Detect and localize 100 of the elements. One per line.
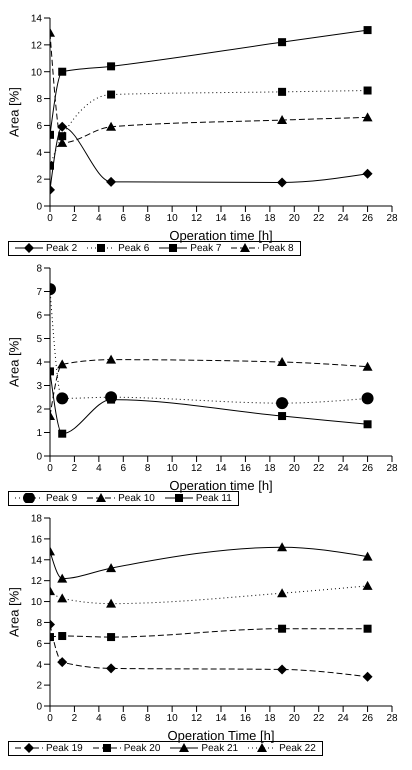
- x-tick-label: 24: [338, 713, 350, 724]
- x-tick-label: 18: [264, 713, 276, 724]
- x-tick-label: 10: [166, 213, 178, 224]
- point: [277, 664, 288, 674]
- x-tick-label: 18: [264, 213, 276, 224]
- point: [277, 357, 288, 366]
- x-tick-label: 0: [47, 213, 54, 224]
- y-tick-label: 18: [30, 514, 42, 525]
- x-tick-label: 2: [72, 463, 78, 474]
- y-tick-label: 16: [30, 534, 42, 546]
- legend-label: Peak 7: [190, 242, 222, 254]
- point: [278, 412, 286, 420]
- x-tick-label: 0: [47, 463, 54, 474]
- point: [362, 672, 373, 682]
- x-tick-label: 16: [240, 463, 252, 474]
- legend-label: Peak 21: [201, 742, 238, 754]
- x-tick-label: 0: [47, 713, 54, 724]
- point: [106, 176, 116, 187]
- x-tick-label: 14: [215, 713, 227, 724]
- point: [56, 392, 68, 404]
- y-tick-label: 12: [30, 576, 42, 588]
- x-tick-label: 14: [215, 463, 227, 474]
- point: [107, 633, 116, 642]
- point: [362, 392, 374, 404]
- y-tick-label: 8: [36, 264, 42, 275]
- x-tick-label: 20: [288, 463, 300, 474]
- point: [57, 122, 68, 132]
- x-tick-label: 28: [386, 463, 398, 474]
- point: [277, 115, 288, 124]
- y-tick-label: 6: [36, 120, 42, 132]
- y-tick-label: 2: [36, 174, 42, 186]
- point: [362, 552, 373, 561]
- y-tick-label: 3: [36, 381, 42, 392]
- x-tick-label: 22: [313, 213, 325, 224]
- legend-label: Peak 9: [45, 492, 78, 504]
- x-tick-label: 6: [120, 713, 127, 724]
- point: [278, 88, 286, 96]
- legend-label: Peak 11: [196, 492, 232, 504]
- y-tick-label: 6: [36, 310, 42, 322]
- x-tick-label: 8: [144, 213, 151, 224]
- x-tick-label: 22: [313, 463, 325, 474]
- x-tick-label: 10: [166, 713, 178, 724]
- point: [277, 588, 288, 598]
- point: [106, 663, 116, 674]
- y-axis-title: Area [%]: [6, 87, 22, 137]
- y-tick-label: 10: [30, 67, 42, 78]
- x-tick-label: 8: [144, 463, 151, 474]
- x-tick-label: 14: [215, 213, 227, 224]
- y-axis-title: Area [%]: [6, 587, 22, 637]
- legend-label: Peak 6: [117, 242, 150, 254]
- point: [106, 563, 116, 572]
- y-tick-label: 12: [30, 40, 42, 52]
- point: [106, 598, 116, 608]
- point: [107, 90, 116, 99]
- y-tick-label: 0: [36, 702, 42, 713]
- y-tick-label: 2: [36, 404, 42, 416]
- x-tick-label: 24: [338, 463, 350, 474]
- x-tick-label: 4: [96, 463, 102, 474]
- point: [364, 624, 372, 633]
- x-tick-label: 2: [72, 213, 78, 224]
- y-tick-label: 4: [36, 660, 42, 671]
- y-axis-title: Area [%]: [6, 337, 22, 387]
- x-tick-label: 12: [191, 213, 203, 224]
- point: [364, 26, 372, 34]
- legend-label: Peak 2: [45, 242, 78, 254]
- point: [58, 132, 66, 140]
- y-tick-label: 0: [36, 452, 42, 463]
- point: [57, 657, 68, 668]
- x-tick-label: 4: [96, 213, 102, 224]
- x-axis-title: Operation time [h]: [169, 228, 273, 243]
- x-tick-label: 4: [96, 713, 102, 724]
- y-tick-label: 14: [30, 14, 42, 25]
- point: [277, 542, 288, 552]
- point: [106, 122, 116, 131]
- point: [106, 354, 116, 364]
- y-tick-label: 4: [36, 358, 42, 369]
- point: [362, 580, 373, 590]
- point: [58, 68, 66, 76]
- x-tick-label: 24: [338, 213, 350, 224]
- point: [276, 397, 288, 410]
- y-tick-label: 7: [36, 287, 42, 298]
- y-tick-label: 2: [36, 680, 42, 692]
- point: [58, 430, 66, 438]
- x-tick-label: 20: [288, 213, 300, 224]
- legend-label: Peak 8: [262, 242, 294, 254]
- x-tick-label: 20: [288, 713, 300, 724]
- x-tick-label: 18: [264, 463, 276, 474]
- y-tick-label: 5: [36, 334, 42, 346]
- x-tick-label: 26: [362, 713, 374, 724]
- x-tick-label: 6: [120, 213, 127, 224]
- legend-label: Peak 10: [117, 492, 155, 504]
- y-tick-label: 4: [36, 148, 42, 159]
- x-tick-label: 22: [313, 713, 325, 724]
- x-tick-label: 26: [362, 213, 374, 224]
- x-tick-label: 12: [191, 713, 203, 724]
- x-tick-label: 28: [386, 213, 398, 224]
- point: [57, 359, 68, 368]
- point: [364, 420, 372, 428]
- point: [362, 362, 373, 371]
- x-axis-title: Operation time [h]: [169, 478, 273, 493]
